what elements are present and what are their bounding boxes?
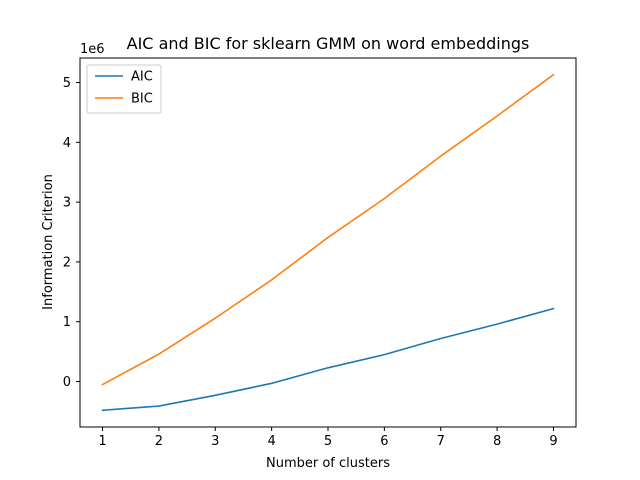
x-tick-label: 7 (437, 434, 445, 449)
chart-title: AIC and BIC for sklearn GMM on word embe… (127, 34, 530, 53)
series-lines (101, 73, 555, 412)
legend-label-bic: BIC (131, 92, 153, 107)
y-tick-label: 2 (63, 255, 71, 270)
x-tick-label: 3 (211, 434, 219, 449)
x-tick-label: 5 (324, 434, 332, 449)
x-tick-label: 6 (380, 434, 388, 449)
x-axis-label: Number of clusters (266, 456, 390, 471)
y-tick-label: 5 (63, 76, 71, 91)
y-tick-label: 3 (63, 196, 71, 211)
series-line-bic (101, 73, 555, 386)
y-tick-label: 4 (63, 136, 71, 151)
legend-label-aic: AIC (131, 70, 153, 85)
y-offset-label: 1e6 (80, 42, 105, 57)
y-axis: 0 1 2 3 4 5 (63, 76, 80, 390)
x-tick-label: 8 (493, 434, 501, 449)
x-axis: 1 2 3 4 5 6 7 8 9 (98, 427, 558, 449)
legend-box (86, 64, 162, 114)
series-line-aic (101, 307, 555, 412)
y-tick-label: 0 (63, 375, 71, 390)
legend: AIC BIC (86, 64, 162, 114)
x-tick-label: 1 (98, 434, 106, 449)
y-axis-label: Information Criterion (41, 174, 56, 310)
x-tick-label: 2 (155, 434, 163, 449)
x-tick-label: 4 (267, 434, 275, 449)
y-tick-label: 1 (63, 315, 71, 330)
x-tick-label: 9 (549, 434, 557, 449)
